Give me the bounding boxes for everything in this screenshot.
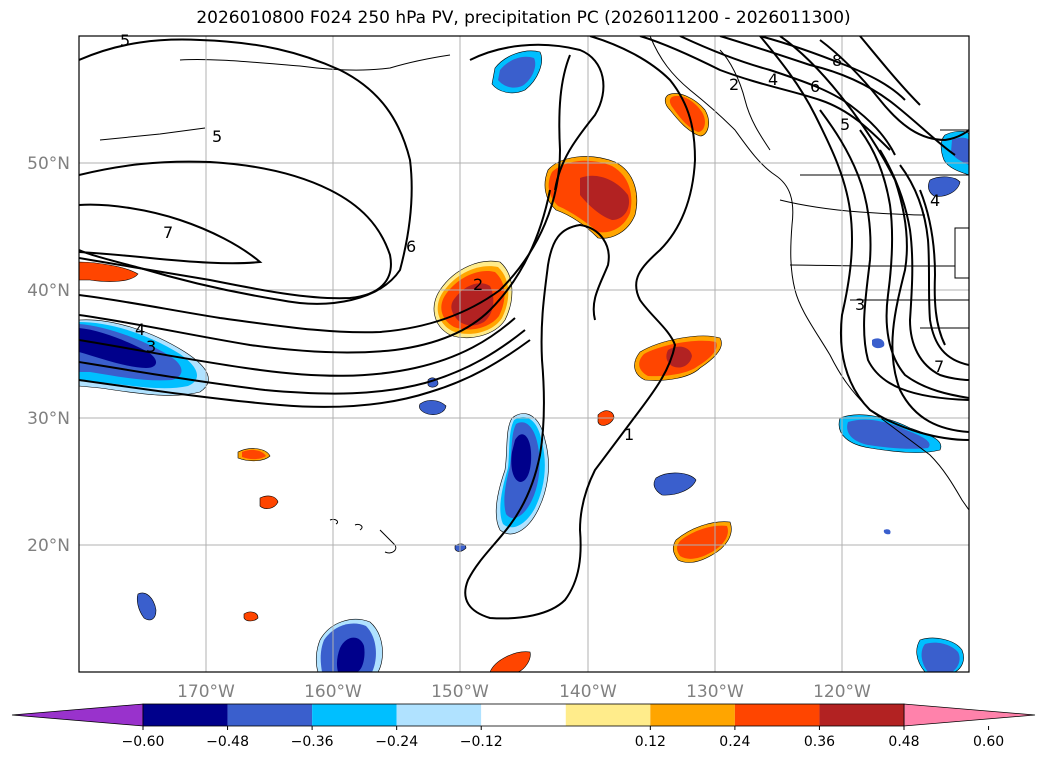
positive-anomaly-central bbox=[433, 260, 513, 338]
colorbar-tick-label: −0.12 bbox=[460, 734, 503, 750]
colorbar-tick-label: 0.36 bbox=[804, 734, 835, 750]
contour-label: 5 bbox=[840, 115, 850, 134]
colorbar-tick-label: −0.60 bbox=[122, 734, 165, 750]
contour-label: 4 bbox=[930, 191, 940, 210]
colorbar-segment bbox=[396, 704, 482, 726]
contour-label: 2 bbox=[729, 75, 739, 94]
contour-label: 7 bbox=[163, 223, 173, 242]
negative-anomaly-south bbox=[315, 619, 383, 672]
colorbar-tick-label: 0.12 bbox=[635, 734, 666, 750]
lon-label: 120°W bbox=[813, 682, 871, 702]
lat-label: 50°N bbox=[27, 154, 70, 174]
negative-anomaly-east bbox=[136, 130, 969, 672]
lon-label: 150°W bbox=[431, 682, 489, 702]
lat-label: 40°N bbox=[27, 281, 70, 301]
positive-anomaly-east bbox=[79, 93, 732, 672]
colorbar-segment bbox=[734, 704, 820, 726]
lon-label: 130°W bbox=[686, 682, 744, 702]
colorbar-segment bbox=[143, 704, 228, 726]
precip-shading bbox=[79, 50, 969, 672]
contour-label: 3 bbox=[146, 337, 156, 356]
colorbar-segment bbox=[481, 704, 566, 726]
colorbar-segment bbox=[312, 704, 397, 726]
colorbar-extend-high bbox=[903, 703, 1036, 727]
contour-label: 2 bbox=[473, 275, 483, 294]
colorbar-tick-label: 0.24 bbox=[719, 734, 750, 750]
contour-label: 7 bbox=[934, 357, 944, 376]
contour-label: 6 bbox=[810, 77, 820, 96]
colorbar: −0.60 −0.48 −0.36 −0.24 −0.12 0.12 0.24 0.36 0.4… bbox=[11, 703, 1036, 750]
colorbar-segment bbox=[565, 704, 651, 726]
contour-label: 6 bbox=[406, 237, 416, 256]
colorbar-outline bbox=[142, 703, 905, 727]
plot-frame bbox=[78, 35, 970, 673]
contour-label: 5 bbox=[212, 127, 222, 146]
lat-axis-labels: 50°N 40°N 30°N 20°N bbox=[27, 154, 70, 556]
colorbar-segment bbox=[227, 704, 313, 726]
colorbar-tick-label: 0.60 bbox=[973, 734, 1004, 750]
lon-label: 170°W bbox=[177, 682, 235, 702]
colorbar-segment bbox=[650, 704, 735, 726]
contour-label: 1 bbox=[624, 425, 634, 444]
contour-label: 4 bbox=[768, 70, 778, 89]
lon-label: 140°W bbox=[559, 682, 617, 702]
contour-label: 4 bbox=[135, 320, 145, 339]
colorbar-segment bbox=[819, 704, 904, 726]
contour-label: 3 bbox=[855, 295, 865, 314]
pv-contours bbox=[79, 36, 969, 620]
colorbar-tick-label: −0.24 bbox=[375, 734, 418, 750]
colorbar-tick-label: 0.48 bbox=[888, 734, 919, 750]
lat-label: 20°N bbox=[27, 536, 70, 556]
negative-anomaly-central bbox=[495, 413, 549, 535]
negative-anomaly-north bbox=[491, 50, 542, 94]
map-title: 2026010800 F024 250 hPa PV, precipitatio… bbox=[196, 8, 851, 28]
lon-axis-labels: 170°W 160°W 150°W 140°W 130°W 120°W bbox=[177, 682, 871, 702]
colorbar-tick-label: −0.36 bbox=[291, 734, 334, 750]
colorbar-extend-low bbox=[11, 703, 144, 727]
lat-label: 30°N bbox=[27, 409, 70, 429]
colorbar-tick-label: −0.48 bbox=[206, 734, 249, 750]
lon-label: 160°W bbox=[304, 682, 362, 702]
contour-label: 8 bbox=[832, 51, 842, 70]
positive-anomaly-northeast bbox=[544, 156, 638, 239]
contour-label: 5 bbox=[120, 31, 130, 50]
contour-labels: 5 5 7 6 2 4 3 1 2 4 6 8 5 3 7 4 bbox=[120, 31, 944, 444]
